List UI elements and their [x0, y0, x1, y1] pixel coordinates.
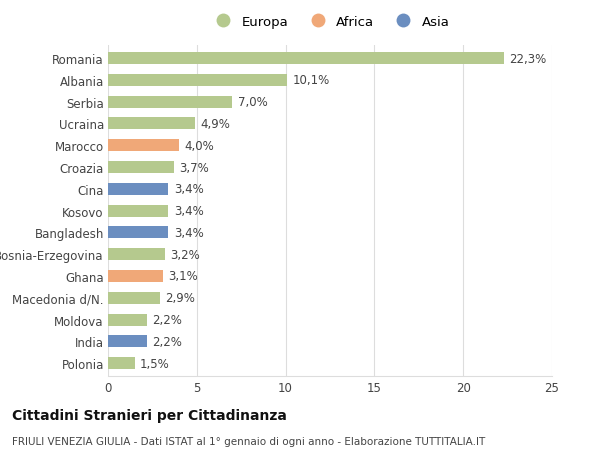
Bar [108, 184, 169, 196]
Text: FRIULI VENEZIA GIULIA - Dati ISTAT al 1° gennaio di ogni anno - Elaborazione TUT: FRIULI VENEZIA GIULIA - Dati ISTAT al 1°… [12, 436, 485, 446]
Bar [108, 249, 165, 261]
Bar [108, 75, 287, 87]
Bar [108, 292, 160, 304]
Legend: Europa, Africa, Asia: Europa, Africa, Asia [206, 12, 454, 33]
Text: 22,3%: 22,3% [509, 52, 547, 66]
Text: Cittadini Stranieri per Cittadinanza: Cittadini Stranieri per Cittadinanza [12, 409, 287, 422]
Text: 3,4%: 3,4% [174, 183, 203, 196]
Text: 7,0%: 7,0% [238, 96, 268, 109]
Text: 3,4%: 3,4% [174, 226, 203, 239]
Text: 3,7%: 3,7% [179, 161, 209, 174]
Bar [108, 96, 232, 108]
Text: 3,4%: 3,4% [174, 205, 203, 218]
Text: 2,9%: 2,9% [165, 291, 195, 305]
Text: 2,2%: 2,2% [152, 313, 182, 326]
Text: 1,5%: 1,5% [140, 357, 170, 370]
Text: 3,2%: 3,2% [170, 248, 200, 261]
Bar [108, 314, 147, 326]
Text: 4,0%: 4,0% [184, 140, 214, 152]
Text: 10,1%: 10,1% [293, 74, 330, 87]
Bar [108, 118, 195, 130]
Bar [108, 336, 147, 347]
Bar [108, 270, 163, 282]
Bar [108, 140, 179, 152]
Text: 2,2%: 2,2% [152, 335, 182, 348]
Bar [108, 205, 169, 217]
Text: 4,9%: 4,9% [200, 118, 230, 131]
Text: 3,1%: 3,1% [169, 270, 198, 283]
Bar [108, 358, 134, 369]
Bar [108, 53, 504, 65]
Bar [108, 162, 174, 174]
Bar [108, 227, 169, 239]
